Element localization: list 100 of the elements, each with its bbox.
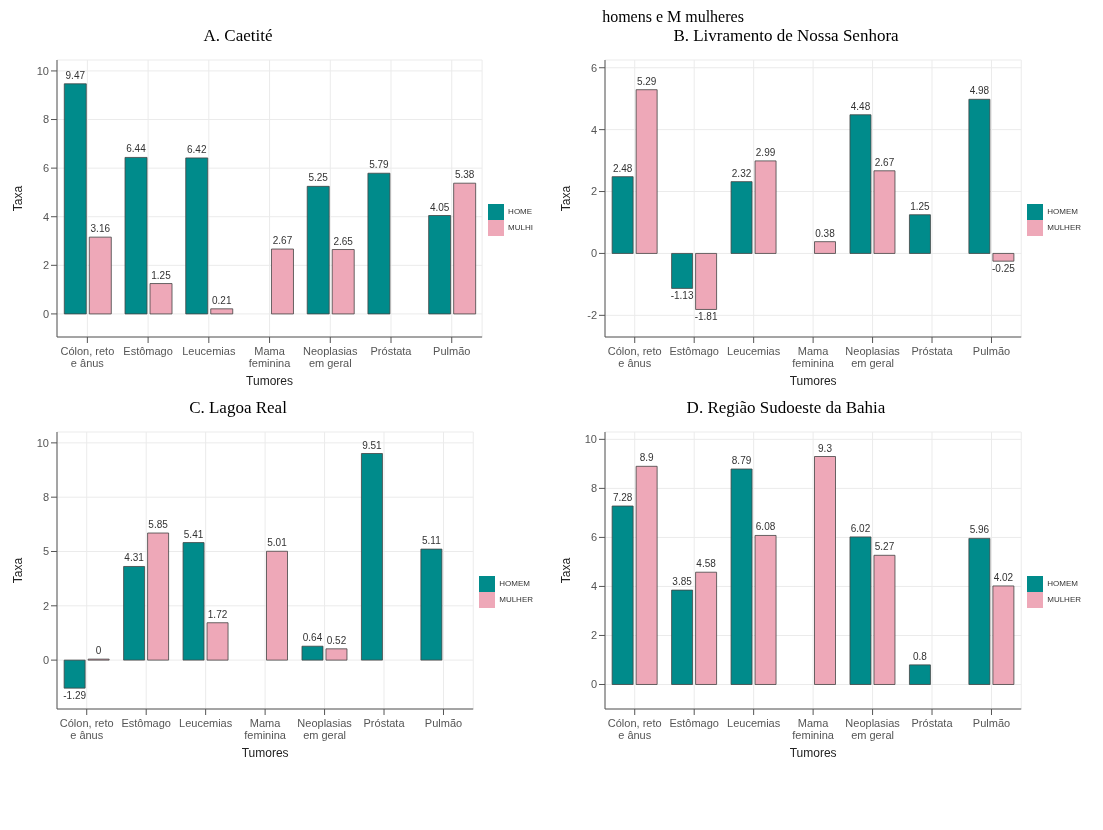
y-tick-label: 5 — [42, 545, 49, 558]
y-tick-label: 6 — [590, 61, 597, 74]
bar — [123, 566, 145, 661]
x-tick-label: Cólon, reto e ânus — [607, 345, 662, 369]
bar — [695, 571, 717, 685]
data-label: 8.9 — [639, 452, 655, 464]
bar — [671, 253, 693, 289]
data-label: 5.27 — [874, 541, 895, 553]
x-tick-label: Estômago — [669, 717, 719, 729]
data-label: 3.16 — [90, 223, 111, 235]
data-label: 2.65 — [333, 235, 354, 247]
data-label: 0.64 — [302, 632, 323, 644]
data-label: 4.98 — [969, 85, 990, 97]
bar — [185, 157, 209, 315]
x-axis-title: Tumores — [789, 374, 837, 388]
data-label: 2.48 — [612, 162, 633, 174]
y-tick-label: 6 — [42, 162, 49, 175]
text: homens e M mulheres — [601, 8, 745, 26]
y-tick-label: 4 — [42, 210, 49, 223]
x-tick-label: Próstata — [911, 717, 954, 729]
data-label: 5.01 — [267, 537, 288, 549]
x-tick-label: Cólon, reto e ânus — [60, 345, 115, 369]
y-tick-label: 8 — [590, 482, 597, 495]
x-tick-label: Mama feminina — [248, 345, 292, 369]
x-tick-label: Pulmão — [972, 345, 1011, 357]
y-tick-label: 10 — [36, 436, 49, 449]
y-tick-label: 4 — [590, 123, 597, 136]
data-label: 2.32 — [731, 167, 752, 179]
data-label: 3.85 — [672, 576, 693, 588]
data-label: 6.02 — [850, 522, 871, 534]
data-label: 4.58 — [696, 558, 717, 570]
y-tick-label: 6 — [590, 531, 597, 544]
data-label: 5.38 — [454, 169, 475, 181]
bar — [210, 308, 234, 315]
data-label: 2.67 — [874, 156, 895, 168]
legend-label: MULHI — [508, 223, 533, 233]
chart-title: D. Região Sudoeste da Bahia — [685, 398, 887, 419]
legend-label: HOMEM — [1047, 207, 1078, 217]
legend-label: MULHER — [499, 595, 533, 605]
x-tick-label: Neoplasias em geral — [845, 717, 901, 741]
y-tick-label: 4 — [590, 580, 597, 593]
x-tick-label: Leucemias — [727, 717, 781, 729]
bar — [814, 241, 836, 254]
data-label: 4.05 — [429, 201, 450, 213]
bar — [428, 215, 452, 315]
bar — [695, 253, 717, 310]
data-label: 0.8 — [912, 650, 928, 662]
bar — [306, 185, 330, 315]
data-label: 0.21 — [212, 294, 232, 306]
legend-label: MULHER — [1047, 223, 1081, 233]
x-tick-label: Estômago — [669, 345, 719, 357]
data-label: 6.44 — [126, 143, 147, 155]
data-label: 1.72 — [207, 608, 228, 620]
x-axis-title: Tumores — [241, 746, 289, 760]
data-label: 4.02 — [993, 571, 1014, 583]
y-tick-label: 0 — [590, 678, 597, 691]
x-tick-label: Leucemias — [727, 345, 781, 357]
data-label: 0.52 — [326, 634, 347, 646]
x-axis-title: Tumores — [246, 374, 294, 388]
x-tick-label: Mama feminina — [792, 717, 835, 741]
legend-label: HOMEM — [499, 579, 530, 589]
data-label: 9.3 — [818, 442, 833, 454]
y-axis-title: Taxa — [559, 185, 574, 212]
y-tick-label: 0 — [42, 307, 49, 320]
y-tick-label: 0 — [42, 654, 49, 667]
data-label: 7.28 — [612, 492, 633, 504]
bar — [367, 172, 391, 315]
legend-label: HOMEM — [1047, 579, 1078, 589]
data-label: 9.51 — [362, 439, 383, 451]
x-axis-title: Tumores — [789, 746, 837, 760]
bar — [361, 453, 383, 661]
bar — [63, 83, 87, 315]
data-label: 6.42 — [187, 143, 207, 155]
bar — [266, 550, 288, 661]
bar — [671, 589, 693, 685]
data-label: 5.11 — [422, 535, 442, 547]
y-tick-label: 10 — [36, 64, 49, 77]
data-label: 0 — [95, 645, 102, 657]
data-label: 0.38 — [815, 227, 836, 239]
bar — [331, 249, 355, 315]
x-tick-label: Cólon, reto e ânus — [59, 717, 114, 741]
bar — [147, 532, 169, 661]
data-label: -1.29 — [63, 690, 87, 702]
y-tick-label: 2 — [42, 259, 49, 272]
x-tick-label: Pulmão — [424, 717, 463, 729]
x-tick-label: Cólon, reto e ânus — [607, 717, 662, 741]
x-tick-label: Pulmão — [433, 345, 471, 357]
bar — [420, 548, 443, 661]
y-tick-label: 2 — [590, 185, 597, 198]
y-axis-title: Taxa — [11, 185, 26, 212]
data-label: 4.31 — [124, 552, 145, 564]
y-tick-label: 8 — [42, 113, 49, 126]
x-tick-label: Próstata — [370, 345, 413, 357]
x-tick-label: Estômago — [121, 717, 171, 729]
bar — [271, 248, 294, 315]
y-tick-label: 8 — [42, 491, 49, 504]
data-label: 1.25 — [910, 200, 931, 212]
y-tick-label: 2 — [42, 599, 49, 612]
x-tick-label: Neoplasias em geral — [303, 345, 358, 369]
data-label: -1.81 — [694, 311, 718, 323]
